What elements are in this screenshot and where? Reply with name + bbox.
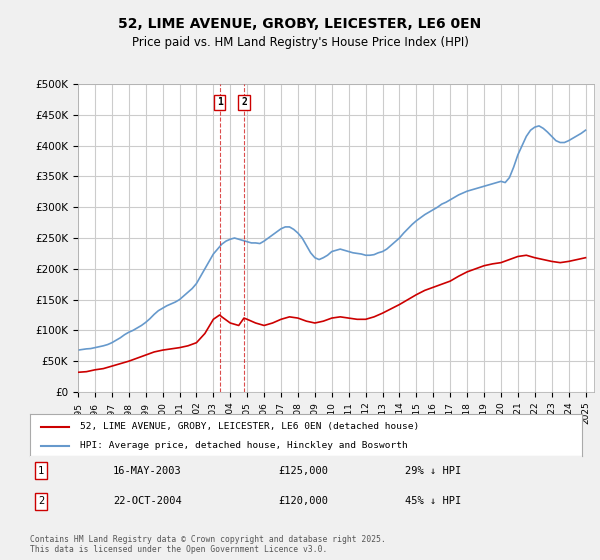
Text: Contains HM Land Registry data © Crown copyright and database right 2025.
This d: Contains HM Land Registry data © Crown c… [30,535,386,554]
Text: 16-MAY-2003: 16-MAY-2003 [113,465,182,475]
Text: £120,000: £120,000 [278,497,328,506]
Text: 2: 2 [38,497,44,506]
Text: 22-OCT-2004: 22-OCT-2004 [113,497,182,506]
Text: HPI: Average price, detached house, Hinckley and Bosworth: HPI: Average price, detached house, Hinc… [80,441,407,450]
Text: 2: 2 [241,97,247,108]
Text: Price paid vs. HM Land Registry's House Price Index (HPI): Price paid vs. HM Land Registry's House … [131,36,469,49]
Text: £125,000: £125,000 [278,465,328,475]
Text: 52, LIME AVENUE, GROBY, LEICESTER, LE6 0EN: 52, LIME AVENUE, GROBY, LEICESTER, LE6 0… [118,17,482,31]
Text: 45% ↓ HPI: 45% ↓ HPI [406,497,461,506]
Text: 29% ↓ HPI: 29% ↓ HPI [406,465,461,475]
Text: 52, LIME AVENUE, GROBY, LEICESTER, LE6 0EN (detached house): 52, LIME AVENUE, GROBY, LEICESTER, LE6 0… [80,422,419,432]
Text: 1: 1 [217,97,223,108]
Text: 1: 1 [38,465,44,475]
